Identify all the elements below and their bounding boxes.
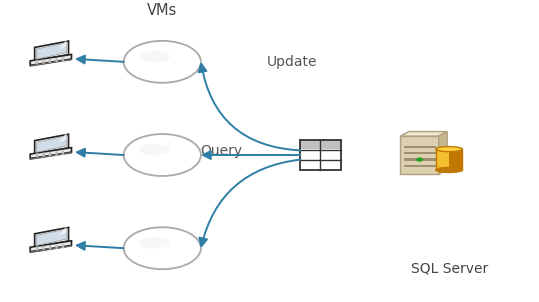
- Polygon shape: [30, 245, 72, 253]
- Bar: [436, 149, 440, 170]
- Circle shape: [56, 60, 57, 61]
- Bar: [404, 165, 436, 167]
- Bar: [300, 140, 341, 170]
- Ellipse shape: [139, 144, 170, 156]
- Circle shape: [37, 155, 38, 156]
- Polygon shape: [58, 36, 66, 50]
- Ellipse shape: [139, 237, 170, 249]
- Ellipse shape: [139, 51, 170, 62]
- Polygon shape: [34, 227, 68, 247]
- Circle shape: [56, 153, 57, 154]
- Bar: [404, 159, 436, 161]
- Circle shape: [43, 61, 44, 62]
- Polygon shape: [30, 59, 72, 66]
- Polygon shape: [58, 223, 66, 236]
- Circle shape: [417, 158, 423, 161]
- Circle shape: [56, 245, 57, 246]
- Circle shape: [37, 247, 38, 248]
- Polygon shape: [58, 129, 66, 143]
- Polygon shape: [30, 54, 72, 65]
- Circle shape: [123, 227, 201, 269]
- Polygon shape: [439, 132, 447, 174]
- Circle shape: [50, 59, 51, 60]
- Circle shape: [123, 134, 201, 176]
- Circle shape: [63, 59, 64, 60]
- Circle shape: [37, 156, 38, 157]
- Circle shape: [37, 63, 38, 64]
- Polygon shape: [400, 132, 447, 136]
- Bar: [445, 149, 449, 170]
- Text: VMs: VMs: [147, 3, 177, 18]
- Polygon shape: [34, 41, 68, 61]
- Polygon shape: [37, 229, 66, 246]
- Circle shape: [50, 62, 51, 63]
- Circle shape: [37, 62, 38, 63]
- Circle shape: [50, 247, 51, 248]
- Circle shape: [37, 249, 38, 250]
- Circle shape: [123, 41, 201, 83]
- Polygon shape: [37, 43, 66, 59]
- Ellipse shape: [436, 167, 462, 172]
- Bar: [458, 149, 462, 170]
- Polygon shape: [30, 152, 72, 159]
- Text: SQL Server: SQL Server: [411, 262, 488, 276]
- Circle shape: [43, 154, 44, 155]
- Text: Update: Update: [267, 55, 317, 69]
- Circle shape: [63, 58, 64, 59]
- Bar: [436, 149, 462, 170]
- Circle shape: [43, 246, 44, 247]
- Text: Query: Query: [200, 144, 242, 158]
- Bar: [449, 149, 453, 170]
- Bar: [300, 140, 341, 149]
- Polygon shape: [30, 241, 72, 252]
- Bar: [404, 152, 436, 154]
- Circle shape: [37, 248, 38, 249]
- Circle shape: [50, 248, 51, 249]
- Bar: [453, 149, 458, 170]
- Bar: [440, 149, 445, 170]
- Ellipse shape: [436, 147, 462, 152]
- Circle shape: [50, 155, 51, 156]
- Circle shape: [56, 246, 57, 247]
- Circle shape: [63, 151, 64, 152]
- Bar: [300, 140, 341, 170]
- Circle shape: [56, 152, 57, 153]
- Bar: [404, 146, 436, 148]
- Circle shape: [56, 61, 57, 62]
- Circle shape: [43, 153, 44, 154]
- Polygon shape: [34, 134, 68, 154]
- FancyBboxPatch shape: [400, 136, 439, 174]
- Polygon shape: [30, 148, 72, 159]
- Polygon shape: [37, 136, 66, 152]
- Circle shape: [63, 247, 64, 248]
